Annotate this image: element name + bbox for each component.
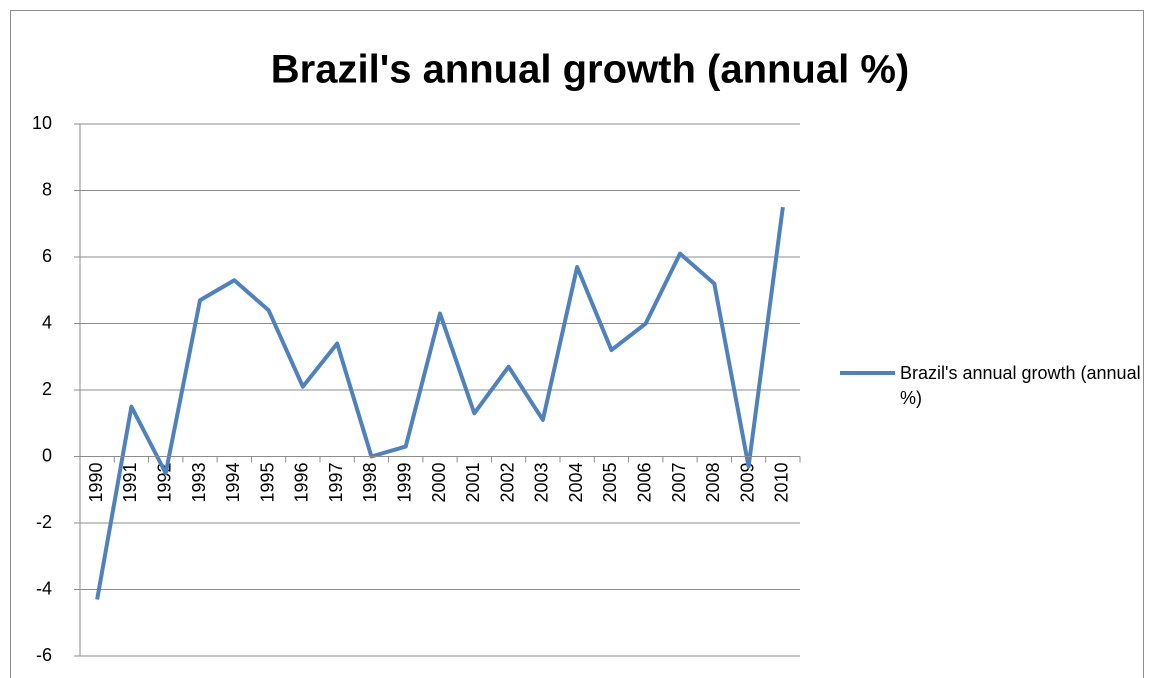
y-tick-label: -4 (36, 578, 52, 598)
x-tick-label: 1994 (223, 463, 243, 503)
chart-title: Brazil's annual growth (annual %) (271, 48, 909, 92)
x-tick-label: 1992 (154, 463, 174, 503)
legend-label: Brazil's annual growth (annual %) (900, 363, 1141, 408)
y-tick-label: 4 (42, 312, 52, 332)
y-tick-label: 8 (42, 179, 52, 199)
x-tick-label: 1998 (360, 463, 380, 503)
y-tick-label: 0 (42, 445, 52, 465)
x-tick-label: 2005 (600, 463, 620, 503)
x-tick-label: 2006 (634, 463, 654, 503)
y-tick-label: -6 (36, 645, 52, 665)
x-tick-label: 2001 (463, 463, 483, 503)
x-tick-label: 2002 (497, 463, 517, 503)
y-tick-label: 10 (32, 113, 52, 133)
y-tick-label: -2 (36, 512, 52, 532)
y-tick-label: 2 (42, 379, 52, 399)
x-tick-label: 2008 (703, 463, 723, 503)
x-tick-label: 1996 (292, 463, 312, 503)
x-tick-label: 2004 (566, 463, 586, 503)
chart-border (10, 10, 1144, 678)
x-tick-label: 1995 (257, 463, 277, 503)
x-tick-label: 2009 (737, 463, 757, 503)
y-tick-label: 6 (42, 246, 52, 266)
series-line (95, 206, 785, 600)
x-tick-label: 2000 (429, 463, 449, 503)
x-tick-label: 2007 (669, 463, 689, 503)
x-tick-label: 2003 (532, 463, 552, 503)
x-tick-label: 1991 (120, 463, 140, 503)
x-tick-label: 1990 (86, 463, 106, 503)
x-tick-label: 1993 (189, 463, 209, 503)
x-tick-label: 1997 (326, 463, 346, 503)
x-tick-label: 2010 (772, 463, 792, 503)
x-tick-label: 1999 (394, 463, 414, 503)
